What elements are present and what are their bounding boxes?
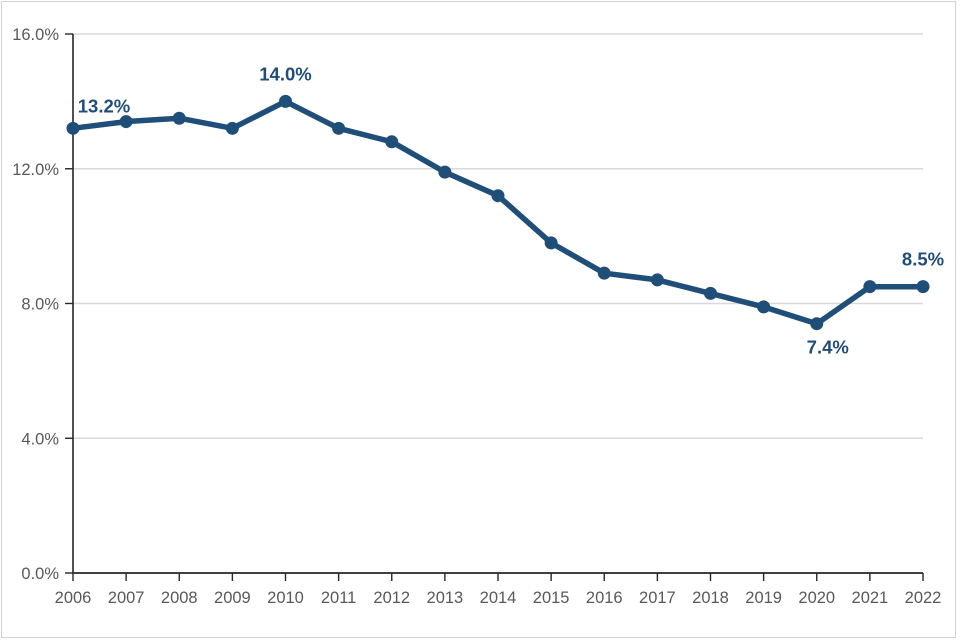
x-tick-label: 2016 bbox=[586, 589, 623, 607]
x-tick-label: 2006 bbox=[55, 589, 92, 607]
data-point-2014 bbox=[491, 189, 505, 203]
x-tick-label: 2010 bbox=[267, 589, 304, 607]
y-tick-label: 16.0% bbox=[12, 26, 59, 44]
data-point-2006 bbox=[66, 121, 80, 135]
data-point-2017 bbox=[650, 273, 664, 287]
x-tick-label: 2021 bbox=[852, 589, 889, 607]
x-tick-label: 2013 bbox=[427, 589, 464, 607]
data-point-2018 bbox=[704, 286, 717, 300]
x-tick-label: 2014 bbox=[480, 589, 517, 607]
x-tick-label: 2015 bbox=[533, 589, 570, 607]
x-tick-label: 2022 bbox=[905, 589, 942, 607]
data-label-2006: 13.2% bbox=[78, 95, 130, 116]
data-point-2007 bbox=[119, 115, 133, 129]
x-tick-label: 2008 bbox=[161, 589, 198, 607]
data-label-2020: 7.4% bbox=[807, 337, 849, 358]
data-point-2015 bbox=[544, 236, 558, 250]
data-label-2022: 8.5% bbox=[902, 249, 944, 270]
x-tick-label: 2020 bbox=[798, 589, 835, 607]
data-point-2013 bbox=[438, 165, 452, 179]
data-point-2010 bbox=[279, 94, 292, 108]
data-point-2019 bbox=[757, 300, 771, 314]
data-point-2012 bbox=[385, 135, 399, 149]
x-tick-label: 2018 bbox=[692, 589, 729, 607]
data-point-2008 bbox=[172, 111, 186, 125]
data-point-2016 bbox=[597, 266, 611, 280]
y-tick-label: 8.0% bbox=[21, 296, 59, 314]
data-point-2022 bbox=[916, 280, 930, 294]
y-tick-label: 4.0% bbox=[21, 430, 59, 448]
y-tick-label: 0.0% bbox=[21, 565, 59, 583]
data-label-2010: 14.0% bbox=[259, 63, 311, 84]
x-tick-label: 2009 bbox=[214, 589, 251, 607]
data-point-2021 bbox=[863, 280, 877, 294]
y-tick-label: 12.0% bbox=[12, 161, 59, 179]
x-tick-label: 2011 bbox=[321, 589, 356, 607]
data-point-2011 bbox=[332, 121, 346, 135]
data-point-2020 bbox=[810, 317, 824, 331]
data-series-line bbox=[70, 98, 926, 327]
data-point-2009 bbox=[225, 121, 239, 135]
x-tick-label: 2012 bbox=[373, 589, 410, 607]
x-tick-label: 2007 bbox=[108, 589, 145, 607]
x-tick-label: 2017 bbox=[639, 589, 676, 607]
x-tick-label: 2019 bbox=[745, 589, 782, 607]
